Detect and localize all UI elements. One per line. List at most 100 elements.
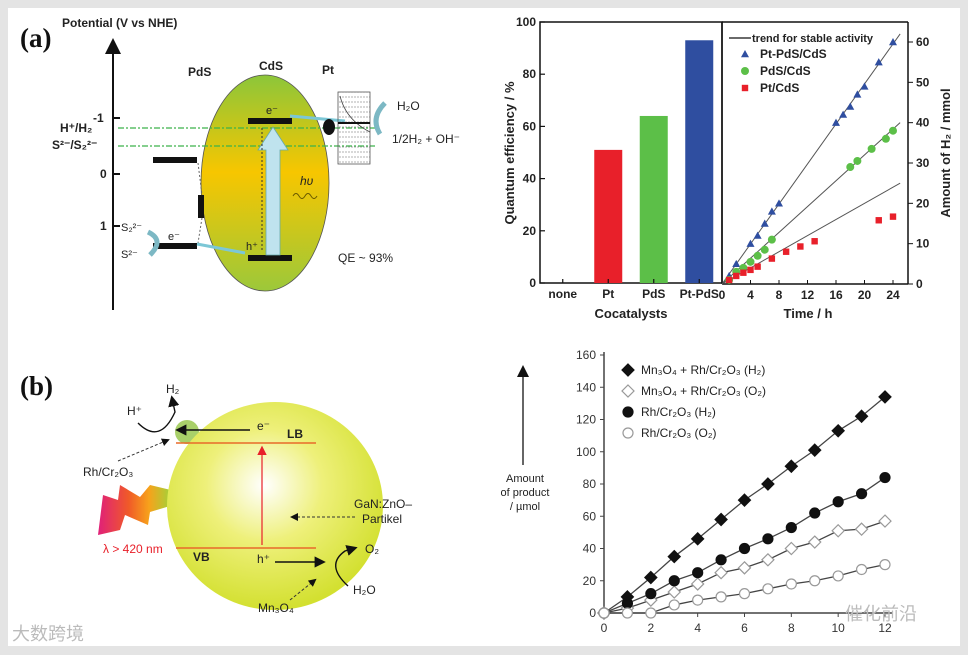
gan-zno-particle [167, 402, 383, 610]
point-pt-cds [782, 248, 790, 255]
bar-category-label: none [548, 287, 577, 301]
pt-box [337, 91, 371, 165]
product-point-series-1 [854, 522, 869, 536]
product-xtick-label: 0 [601, 621, 608, 635]
cds-electron: e⁻ [266, 105, 278, 117]
bar-category-label: PdS [642, 287, 665, 301]
product-xtick-label: 10 [831, 621, 845, 635]
product-point-series-1 [878, 514, 892, 528]
h2-ytick-label: 0 [916, 277, 923, 291]
point-pt-pds-cds [846, 102, 855, 110]
point-pt-pds-cds [839, 110, 848, 118]
point-pt-cds [725, 276, 733, 284]
mn-label: Mn₃O₄ [258, 601, 294, 615]
product-point-series-0 [831, 423, 846, 438]
product-point-series-3 [832, 570, 844, 582]
bar-ytick-label: 20 [523, 224, 537, 238]
trend-legend-label: trend for stable activity [752, 33, 874, 45]
product-point-series-3 [645, 607, 657, 619]
bar-ytick-label: 0 [529, 276, 536, 290]
product-point-series-0 [643, 570, 658, 585]
particle-label-2: Partikel [362, 512, 402, 526]
point-pt-pds-cds [775, 199, 783, 207]
particle-label-1: GaN:ZnO– [354, 497, 412, 511]
rh-label: Rh/Cr₂O₃ [83, 465, 133, 479]
h2-ytick-label: 20 [916, 196, 930, 210]
product-xtick-label: 12 [878, 621, 892, 635]
h2-evolution-arrow [137, 395, 180, 433]
cds-vb [248, 255, 292, 261]
product-point-series-3 [762, 583, 774, 595]
bar-xlabel: Cocatalysts [595, 306, 668, 321]
h2-label: H₂ [166, 382, 180, 396]
h2-ytick-label: 50 [916, 75, 930, 89]
level-h-label: H⁺/H₂ [60, 121, 92, 135]
pds-label: PdS [188, 65, 211, 79]
product-xtick-label: 6 [741, 621, 748, 635]
product-point-series-3 [668, 599, 680, 611]
panel-b-diagram: (b) H₂ H⁺ e⁻ LB VB h⁺ Rh/Cr₂O₃ λ > 420 n… [20, 371, 412, 615]
product-point-series-1 [761, 552, 775, 567]
product-point-series-1 [690, 577, 705, 591]
point-pt-pds-cds [874, 58, 883, 66]
sulfide-label: S²⁻ [121, 249, 138, 261]
bar-ylabel: Quantum efficiency / % [502, 81, 517, 224]
product-point-series-3 [715, 591, 727, 603]
photon-wave-icon [292, 193, 318, 199]
pt-label: Pt [322, 63, 334, 77]
point-pt-cds [754, 263, 761, 270]
product-point-series-2 [738, 542, 751, 555]
product-point-series-1 [667, 585, 682, 599]
point-pds-cds [760, 245, 769, 254]
o2-evolution-arrow [335, 545, 358, 587]
product-xtick-label: 4 [694, 621, 701, 635]
panel-a-diagram: (a) Potential (V vs NHE) -1 0 1 H⁺/H₂ S²… [20, 16, 460, 310]
h2o-label: H₂O [353, 583, 376, 597]
pds-vb [153, 243, 197, 249]
product-ytick-label: 120 [576, 413, 596, 427]
potential-axis-title: Potential (V vs NHE) [62, 16, 177, 30]
legend-label-pt-cds: Pt/CdS [760, 81, 799, 95]
point-pds-cds [846, 163, 855, 172]
product-point-series-2 [809, 507, 821, 519]
bar-ytick-label: 100 [516, 15, 536, 29]
product-point-series-2 [832, 496, 844, 508]
product-point-series-1 [807, 535, 822, 549]
disulfide-label: S₂²⁻ [121, 222, 142, 234]
product-point-series-1 [737, 561, 752, 575]
product-xtick-label: 8 [788, 621, 795, 635]
product-legend-marker-series-2 [622, 406, 634, 418]
tick-1: 1 [100, 219, 107, 233]
bar-pds [639, 115, 668, 284]
point-pt-cds [747, 266, 754, 274]
product-point-series-2 [692, 567, 704, 579]
panel-a-label: (a) [20, 23, 51, 53]
product-point-series-0 [667, 549, 682, 564]
point-pt-cds [733, 272, 740, 280]
product-point-series-3 [785, 578, 797, 590]
legend-marker-pds-cds [741, 67, 749, 75]
watermark-left: 大数跨境 [12, 624, 84, 644]
h2-ytick-label: 40 [916, 116, 930, 130]
tick-minus1: -1 [93, 111, 104, 125]
product-ytick-label: 80 [583, 477, 597, 491]
pds-bar [198, 195, 204, 218]
product-ytick-label: 40 [583, 542, 597, 556]
electron-label-b: e⁻ [257, 419, 270, 433]
product-point-series-2 [668, 575, 680, 587]
tick-0: 0 [100, 167, 107, 181]
point-pt-pds-cds [832, 118, 840, 126]
product-point-series-0 [854, 409, 869, 424]
product-xtick-label: 2 [647, 621, 654, 635]
bar-category-label: Pt [602, 287, 614, 301]
product-ytick-label: 0 [589, 606, 596, 620]
bar-ytick-label: 40 [523, 172, 537, 186]
vb-label: VB [193, 550, 210, 564]
legend-marker-pt-cds [741, 84, 749, 92]
point-pds-cds [881, 134, 890, 143]
photon-label: hυ [300, 174, 314, 188]
h2-ytick-label: 30 [916, 156, 930, 170]
product-legend-label-series-1: Mn₃O₄ + Rh/Cr₂O₃ (O₂) [641, 384, 766, 398]
point-pt-cds [740, 269, 747, 276]
h2-xtick-label: 12 [801, 288, 815, 302]
